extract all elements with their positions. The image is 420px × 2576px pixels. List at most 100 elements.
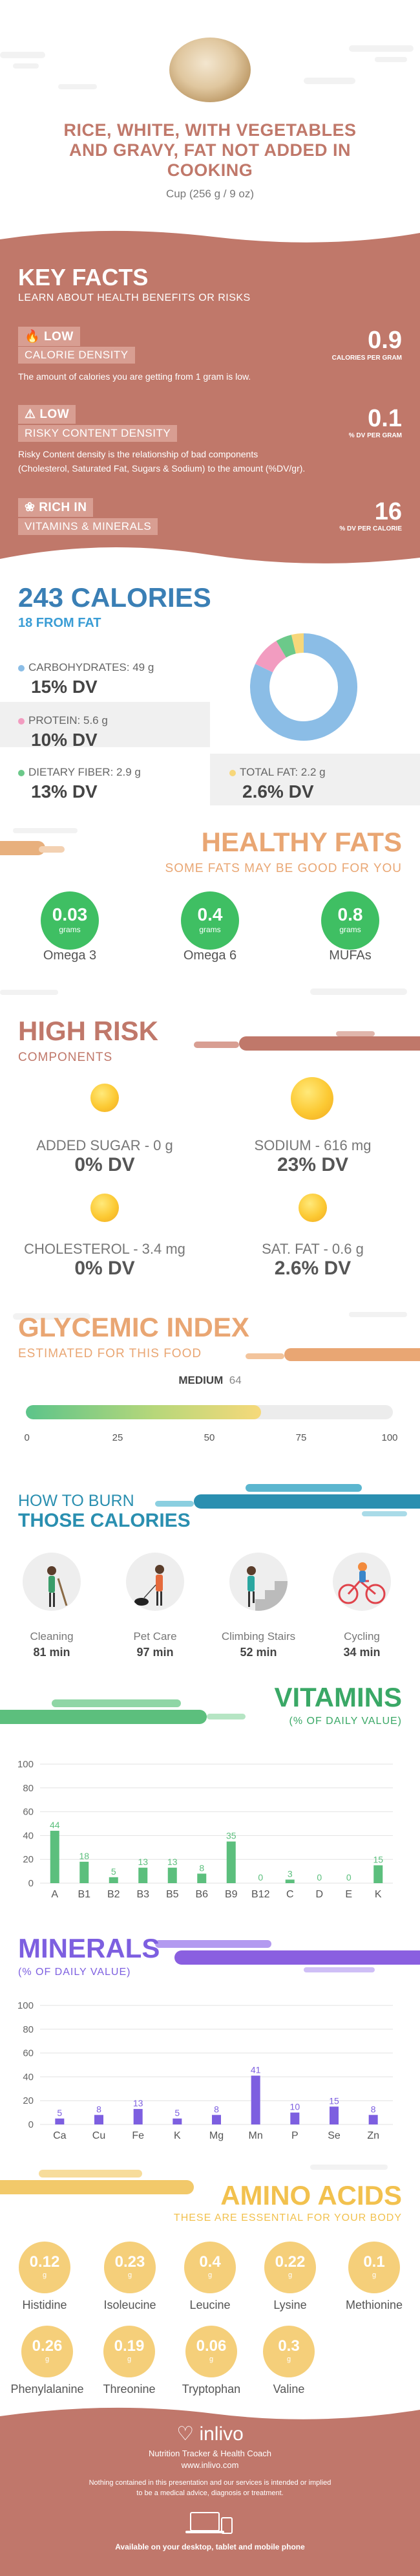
bar-value-label: 0 — [317, 1872, 322, 1883]
mufas-circle: 0.8 grams — [321, 891, 379, 950]
footer-brand: ♡ inlivo — [176, 2423, 244, 2445]
bar-value-label: 8 — [371, 2104, 376, 2114]
x-tick-label: B9 — [225, 1889, 238, 1900]
healthy-fats-subtitle: SOME FATS MAY BE GOOD FOR YOU — [165, 862, 402, 875]
minerals-chart: 100 80 60 40 20 0 5 Ca 8 Cu 13 Fe 5 K 8 Mg 41 Mn 10 P 15 Se 8 Z… — [17, 2000, 393, 2141]
bar — [251, 2075, 260, 2124]
cholesterol-smiley-icon — [90, 1194, 119, 1222]
x-tick-label: Zn — [367, 2130, 379, 2141]
glycemic-bar-fill — [26, 1405, 261, 1419]
histidine-label: Histidine — [22, 2298, 67, 2311]
food-title-line3: COOKING — [167, 160, 253, 180]
fiber-dv: 13% DV — [31, 781, 98, 802]
cleaning-value: 81 min — [33, 1646, 70, 1659]
tryptophan-label: Tryptophan — [182, 2383, 241, 2396]
calorie-level-tag: 🔥 LOW — [18, 327, 80, 346]
x-tick-label: Mg — [209, 2130, 224, 2141]
rich-in-label: VITAMINS & MINERALS — [18, 518, 158, 535]
glycemic-bar — [26, 1405, 393, 1419]
donut-slice-carbs — [250, 633, 357, 741]
footer-url[interactable]: www.inlivo.com — [181, 2460, 239, 2470]
carbs-dot — [18, 664, 25, 671]
cycling-label: Cycling — [344, 1630, 380, 1643]
y-tick-label: 60 — [23, 2048, 34, 2059]
y-tick-label: 40 — [23, 2071, 34, 2082]
bar — [79, 1861, 89, 1883]
cleaning-label: Cleaning — [30, 1630, 74, 1643]
tryptophan-circle: 0.06 g — [185, 2326, 237, 2377]
x-tick-label: B6 — [195, 1889, 208, 1900]
valine-circle: 0.3 g — [263, 2326, 315, 2377]
x-tick-label: B2 — [107, 1889, 120, 1900]
donut-slice-fat — [291, 633, 304, 654]
bar — [226, 1841, 236, 1883]
minerals-stripes — [155, 1940, 420, 1972]
bar — [197, 1873, 207, 1883]
rich-in-value: 16 — [374, 498, 402, 525]
y-tick-label: 20 — [23, 1854, 34, 1865]
food-image — [169, 38, 251, 102]
calorie-density-desc: The amount of calories you are getting f… — [18, 371, 251, 382]
bar-value-label: 8 — [96, 2104, 101, 2114]
header: RICE, WHITE, WITH VEGETABLES AND GRAVY, … — [0, 0, 420, 265]
bar-value-label: 41 — [251, 2065, 261, 2075]
x-tick-label: Se — [328, 2130, 341, 2141]
burn-title2: THOSE CALORIES — [18, 1510, 191, 1531]
cleaning-icon — [23, 1553, 81, 1611]
y-tick-label: 60 — [23, 1807, 34, 1818]
methionine-label: Methionine — [345, 2298, 403, 2311]
key-facts-subtitle: LEARN ABOUT HEALTH BENEFITS OR RISKS — [18, 292, 251, 303]
sodium-label: SODIUM - 616 mg — [254, 1137, 372, 1153]
lysine-circle: 0.22 g — [264, 2242, 316, 2293]
glycemic-title: GLYCEMIC INDEX — [18, 1312, 249, 1342]
footer-disclaimer1: Nothing contained in this presentation a… — [89, 2479, 331, 2487]
valine-label: Valine — [273, 2383, 305, 2396]
bar-value-label: 0 — [346, 1872, 352, 1883]
y-tick-label: 80 — [23, 2024, 34, 2035]
lysine-label: Lysine — [273, 2298, 307, 2311]
glycemic-tick: 50 — [204, 1432, 215, 1443]
high-risk-title: HIGH RISK — [18, 1016, 159, 1046]
bar — [290, 2112, 300, 2124]
minerals-subtitle: (% OF DAILY VALUE) — [18, 1967, 131, 1978]
fat-dot — [229, 769, 236, 776]
bar — [167, 1868, 177, 1883]
bar-value-label: 8 — [199, 1862, 204, 1873]
fat-box — [210, 754, 420, 805]
omega6-label: Omega 6 — [183, 948, 237, 963]
methionine-circle: 0.1 g — [348, 2242, 400, 2293]
macro-donut-chart — [250, 633, 357, 741]
high-risk-stripes — [0, 988, 420, 1051]
bar-value-label: 18 — [79, 1851, 89, 1861]
leucine-circle: 0.4 g — [184, 2242, 236, 2293]
flame-icon: 🔥 — [25, 330, 41, 344]
bar-value-label: 5 — [111, 1866, 116, 1877]
stairs-icon — [229, 1553, 288, 1611]
heart-icon: ♡ — [176, 2423, 194, 2445]
risky-level-tag: ⚠ LOW — [18, 405, 76, 424]
phenylalanine-label: Phenylalanine — [10, 2383, 84, 2396]
bar — [138, 1868, 148, 1883]
y-tick-label: 20 — [23, 2095, 34, 2106]
cholesterol-label: CHOLESTEROL - 3.4 mg — [24, 1241, 185, 1257]
calories-from-fat: 18 FROM FAT — [18, 616, 101, 630]
leucine-label: Leucine — [189, 2298, 231, 2311]
footer-tagline: Nutrition Tracker & Health Coach — [148, 2449, 272, 2458]
added-sugar-label: ADDED SUGAR - 0 g — [36, 1137, 173, 1153]
burn-stripes — [155, 1484, 420, 1516]
burn-title1: HOW TO BURN — [18, 1492, 134, 1510]
sat-fat-smiley-icon — [299, 1194, 327, 1222]
bar-value-label: 44 — [50, 1820, 60, 1830]
x-tick-label: P — [291, 2130, 299, 2141]
donut-slice-protein — [255, 640, 287, 673]
threonine-circle: 0.19 g — [103, 2326, 155, 2377]
bar — [50, 1831, 59, 1883]
bar — [330, 2106, 339, 2124]
phenylalanine-circle: 0.26 g — [21, 2326, 73, 2377]
vitamins-chart: 100 80 60 40 20 0 44 A 18 B1 5 B2 13 B3 13 B5 8 B6 35 B9 0 B1… — [17, 1759, 393, 1900]
omega6-circle: 0.4 grams — [181, 891, 239, 950]
x-tick-label: B12 — [251, 1889, 270, 1900]
x-tick-label: Mn — [249, 2130, 263, 2141]
glycemic-tick: 25 — [112, 1432, 123, 1443]
vitamins-subtitle: (% OF DAILY VALUE) — [289, 1716, 402, 1727]
